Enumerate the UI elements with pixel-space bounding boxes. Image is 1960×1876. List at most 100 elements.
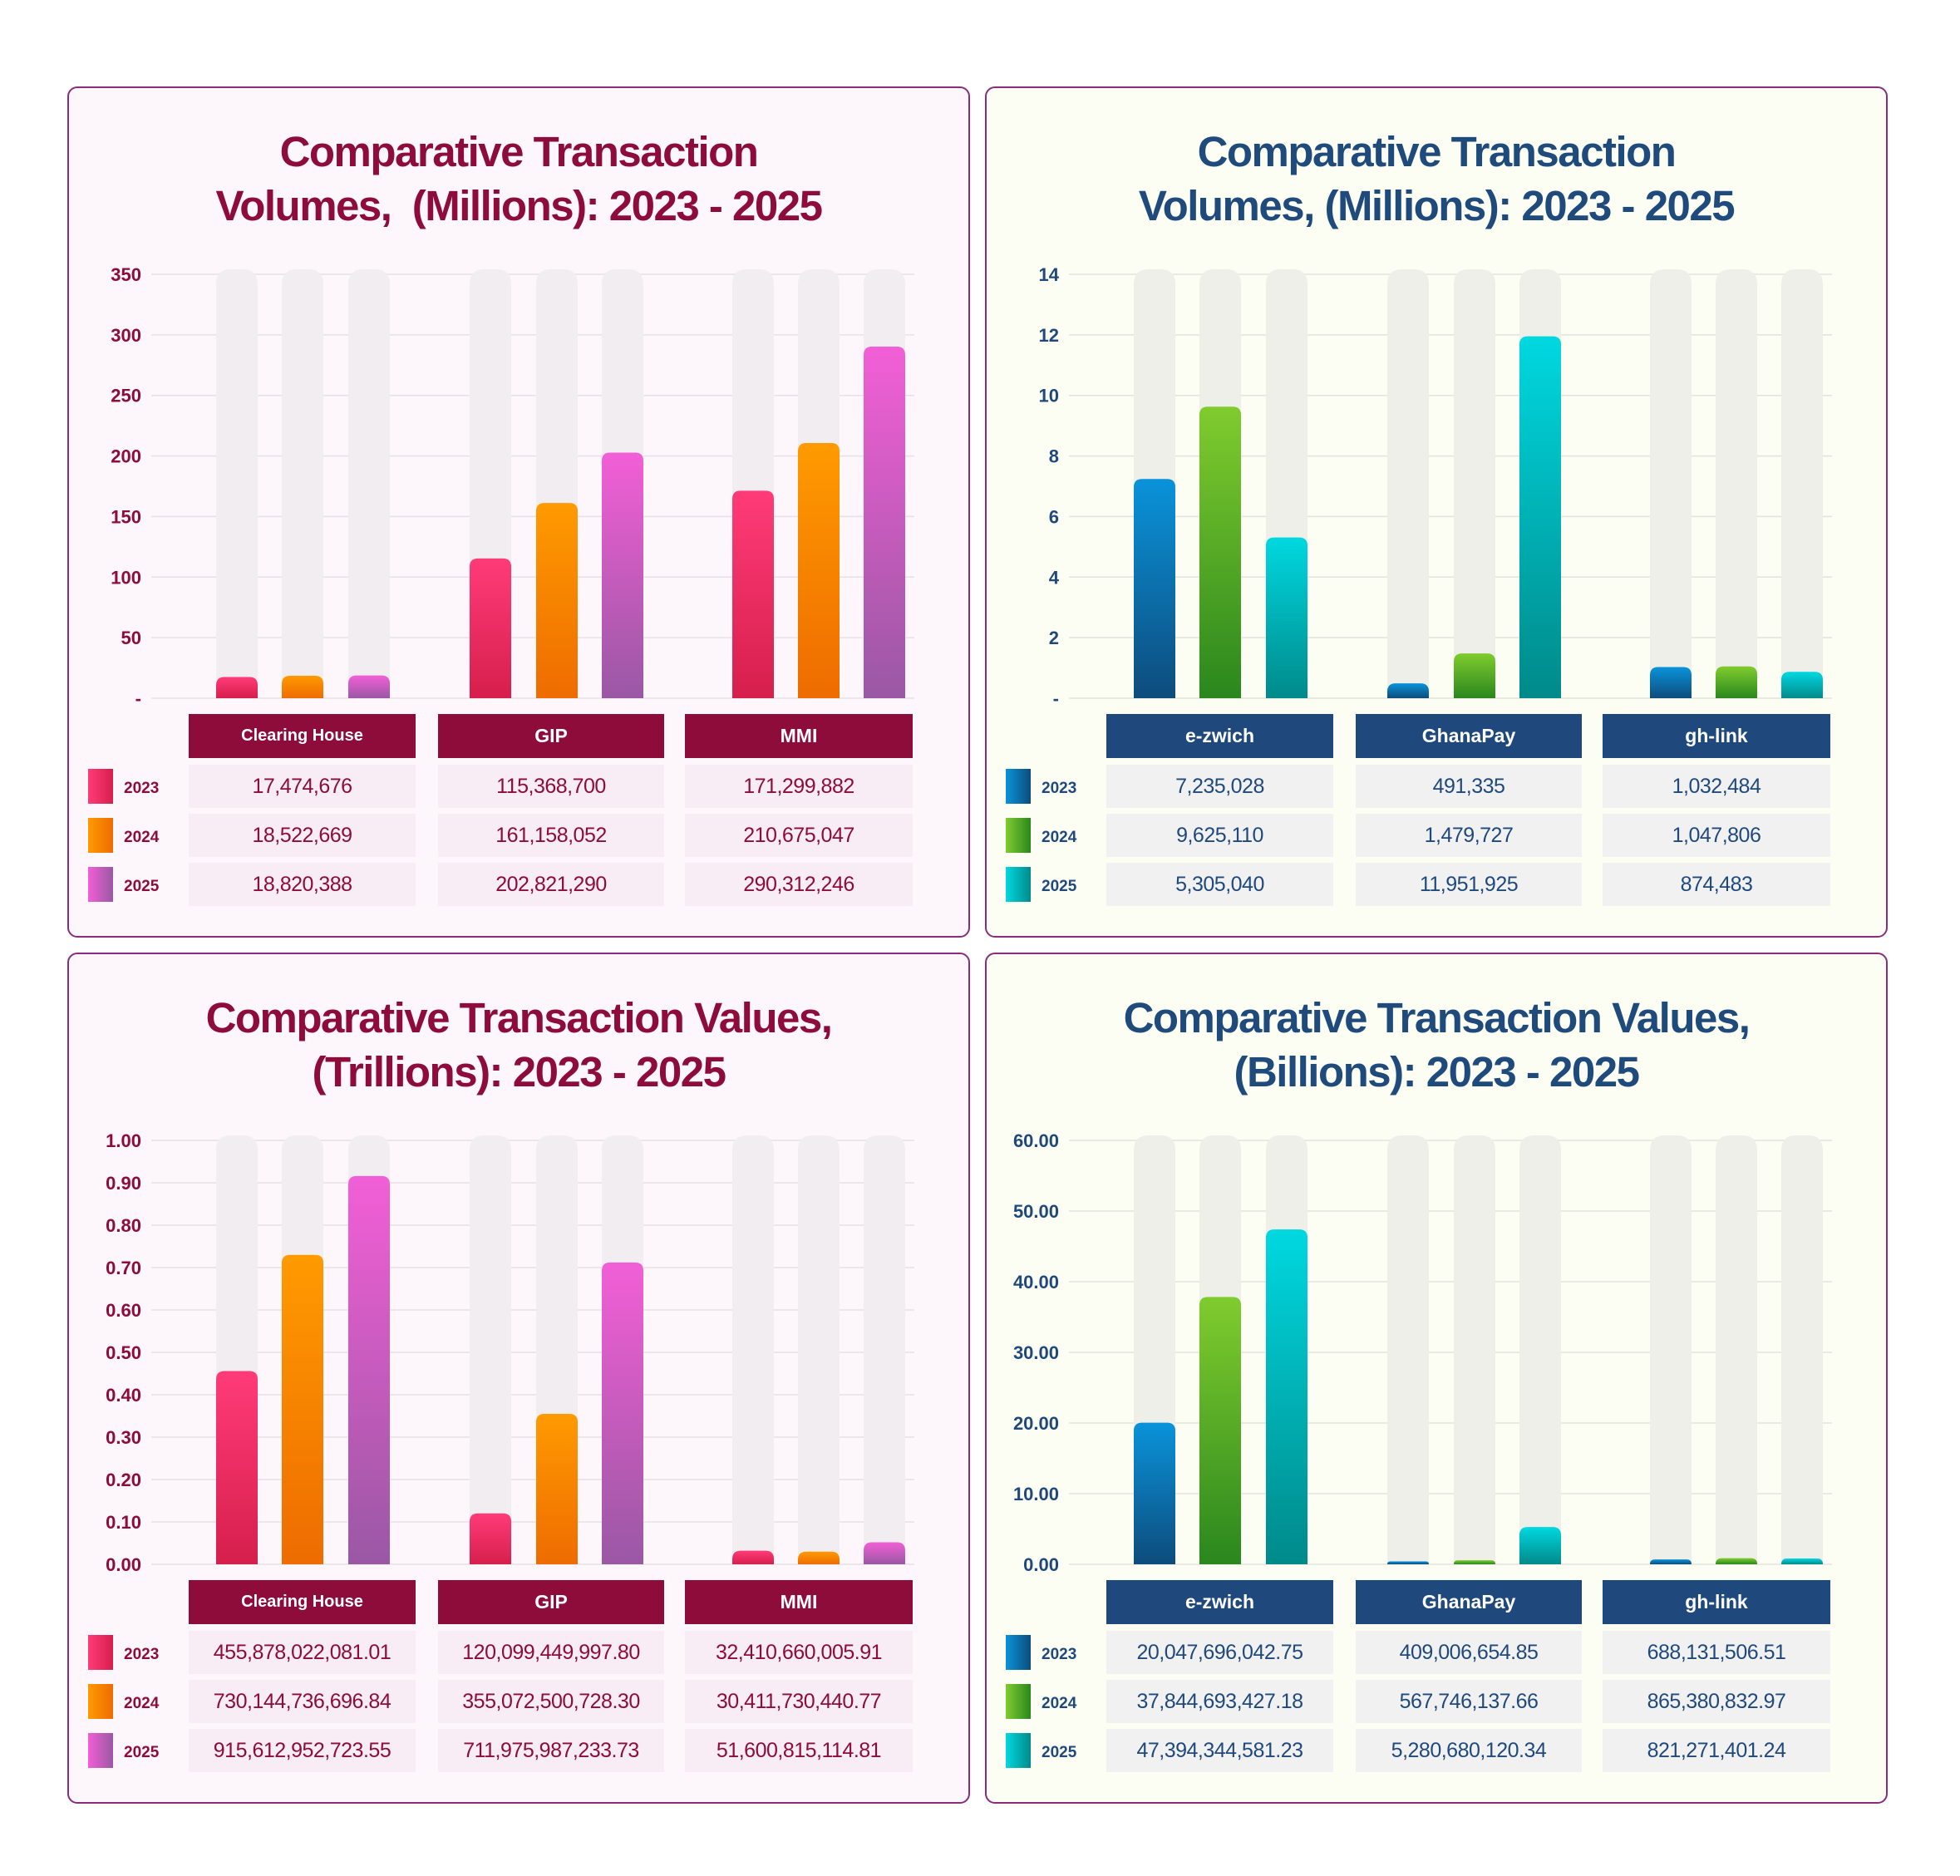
table-column-header: e-zwich bbox=[1106, 1580, 1333, 1624]
bar-2023-ghanapay[interactable] bbox=[1387, 1561, 1429, 1564]
volumes-millions-switch-panel: Comparative Transaction Volumes, (Million… bbox=[985, 86, 1888, 938]
bar-track bbox=[348, 269, 390, 698]
bar-2025-gh-link[interactable] bbox=[1781, 672, 1823, 698]
y-tick-label: 40.00 bbox=[1013, 1272, 1059, 1293]
y-tick-label: 0.80 bbox=[106, 1215, 141, 1236]
bar-2025-mmi[interactable] bbox=[864, 346, 905, 698]
bar-2024-e-zwich[interactable] bbox=[1199, 1297, 1241, 1564]
bar-2025-e-zwich[interactable] bbox=[1266, 1229, 1307, 1564]
y-tick-label: 14 bbox=[1039, 264, 1060, 285]
bar-2024-clearing-house[interactable] bbox=[282, 676, 323, 698]
y-tick-label: 10.00 bbox=[1013, 1484, 1059, 1504]
y-tick-label: 6 bbox=[1049, 506, 1059, 527]
bar-2024-clearing-house[interactable] bbox=[282, 1254, 323, 1564]
table-cell: 5,305,040 bbox=[1106, 863, 1333, 906]
bar-2025-clearing-house[interactable] bbox=[348, 1175, 390, 1564]
chart-title: Comparative Transaction Values, (Trillion… bbox=[69, 991, 968, 1099]
table-cell: 18,820,388 bbox=[189, 863, 416, 906]
legend-swatch bbox=[1006, 769, 1031, 804]
y-tick-label: 30.00 bbox=[1013, 1342, 1059, 1363]
bar-2025-e-zwich[interactable] bbox=[1266, 537, 1307, 698]
bar-track bbox=[470, 1135, 511, 1564]
bar-2025-ghanapay[interactable] bbox=[1519, 1527, 1561, 1564]
chart-title-line: (Trillions): 2023 - 2025 bbox=[312, 1048, 726, 1096]
bar-2023-mmi[interactable] bbox=[732, 490, 774, 698]
bar-2023-gip[interactable] bbox=[470, 558, 511, 698]
table-cell: 290,312,246 bbox=[685, 863, 913, 906]
table-cell: 51,600,815,114.81 bbox=[685, 1729, 913, 1772]
bar-2025-gip[interactable] bbox=[602, 452, 643, 698]
bar-2024-gh-link[interactable] bbox=[1716, 666, 1757, 698]
table-column-header: Clearing House bbox=[189, 1580, 416, 1624]
chart-title-line: (Billions): 2023 - 2025 bbox=[1234, 1048, 1640, 1096]
table-cell: 161,158,052 bbox=[438, 814, 664, 857]
bar-2023-ghanapay[interactable] bbox=[1387, 683, 1429, 698]
bar-2025-gip[interactable] bbox=[602, 1262, 643, 1564]
chart-title-line: Comparative Transaction bbox=[279, 128, 759, 175]
y-tick-label: 8 bbox=[1049, 446, 1059, 467]
table-cell: 1,047,806 bbox=[1603, 814, 1830, 857]
legend-year-label: 2024 bbox=[124, 829, 160, 846]
bar-2025-ghanapay[interactable] bbox=[1519, 336, 1561, 698]
bar-track bbox=[1716, 1135, 1757, 1564]
bar-2023-gip[interactable] bbox=[470, 1513, 511, 1564]
y-tick-label: - bbox=[135, 688, 141, 709]
bar-2023-gh-link[interactable] bbox=[1650, 1559, 1692, 1564]
legend-swatch bbox=[88, 1733, 113, 1768]
y-tick-label: 12 bbox=[1039, 325, 1059, 346]
table-cell: 730,144,736,696.84 bbox=[189, 1680, 416, 1723]
bar-track bbox=[216, 269, 258, 698]
legend-year-label: 2023 bbox=[124, 1646, 160, 1663]
table-cell: 120,099,449,997.80 bbox=[438, 1631, 664, 1674]
y-tick-label: 100 bbox=[111, 567, 141, 588]
table-column-header: GhanaPay bbox=[1356, 714, 1582, 758]
legend-swatch bbox=[1006, 1733, 1031, 1768]
bar-2024-e-zwich[interactable] bbox=[1199, 406, 1241, 698]
bar-2024-gip[interactable] bbox=[536, 1413, 578, 1564]
legend-swatch bbox=[88, 1684, 113, 1719]
bar-2024-ghanapay[interactable] bbox=[1454, 1560, 1495, 1564]
table-cell: 355,072,500,728.30 bbox=[438, 1680, 664, 1723]
bar-2023-gh-link[interactable] bbox=[1650, 667, 1692, 698]
bar-2024-mmi[interactable] bbox=[798, 1551, 840, 1564]
legend-year-label: 2023 bbox=[1042, 1646, 1077, 1663]
y-tick-label: 50.00 bbox=[1013, 1201, 1059, 1222]
table-column-header: GhanaPay bbox=[1356, 1580, 1582, 1624]
bar-track bbox=[1454, 1135, 1495, 1564]
y-tick-label: 50 bbox=[121, 628, 141, 648]
y-tick-label: 0.30 bbox=[106, 1427, 141, 1448]
table-column-header: MMI bbox=[685, 1580, 913, 1624]
bar-track bbox=[798, 1135, 840, 1564]
legend-year-label: 2024 bbox=[1042, 1695, 1077, 1712]
bar-2025-gh-link[interactable] bbox=[1781, 1558, 1823, 1564]
bar-2025-clearing-house[interactable] bbox=[348, 675, 390, 698]
bar-2025-mmi[interactable] bbox=[864, 1542, 905, 1564]
bar-2024-mmi[interactable] bbox=[798, 443, 840, 698]
y-tick-label: - bbox=[1053, 688, 1059, 709]
bar-2024-gip[interactable] bbox=[536, 503, 578, 698]
table-cell: 18,522,669 bbox=[189, 814, 416, 857]
legend-year-label: 2025 bbox=[124, 1744, 160, 1761]
y-tick-label: 2 bbox=[1049, 628, 1059, 648]
legend-swatch bbox=[88, 769, 113, 804]
bar-track bbox=[1650, 1135, 1692, 1564]
bar-2024-ghanapay[interactable] bbox=[1454, 653, 1495, 698]
bar-2023-e-zwich[interactable] bbox=[1134, 1422, 1175, 1564]
bar-2023-clearing-house[interactable] bbox=[216, 1371, 258, 1564]
table-cell: 455,878,022,081.01 bbox=[189, 1631, 416, 1674]
chart-title-line: Comparative Transaction bbox=[1197, 128, 1677, 175]
bar-2024-gh-link[interactable] bbox=[1716, 1558, 1757, 1564]
y-tick-label: 350 bbox=[111, 264, 141, 285]
bar-2023-mmi[interactable] bbox=[732, 1550, 774, 1564]
bar-track bbox=[1781, 269, 1823, 698]
table-column-header: gh-link bbox=[1603, 714, 1830, 758]
values-billions-switch-panel: Comparative Transaction Values, (Billions… bbox=[985, 953, 1888, 1804]
table-cell: 20,047,696,042.75 bbox=[1106, 1631, 1333, 1674]
bar-2023-clearing-house[interactable] bbox=[216, 677, 258, 698]
bar-chart: 0.00 0.10 0.20 0.30 0.40 0.50 0.60 0.70 0.80 0.90… bbox=[106, 1130, 914, 1575]
y-tick-label: 200 bbox=[111, 446, 141, 467]
bar-2023-e-zwich[interactable] bbox=[1134, 479, 1175, 698]
legend-swatch bbox=[88, 867, 113, 902]
bar-track bbox=[1519, 1135, 1561, 1564]
chart-title: Comparative Transaction Volumes, (Million… bbox=[987, 125, 1886, 233]
